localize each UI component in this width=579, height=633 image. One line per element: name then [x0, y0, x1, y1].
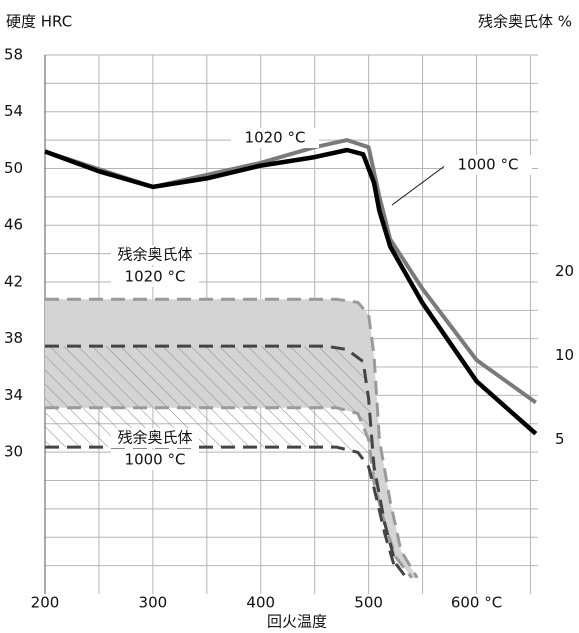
annotation: 残余奥氏体 — [117, 429, 192, 447]
band-fill — [45, 346, 407, 578]
y-tick-label: 34 — [4, 386, 23, 404]
annotation: 1000 °C — [125, 451, 186, 469]
y2-axis-label: 残余奥氏体 % — [478, 13, 572, 31]
y-tick-label: 46 — [4, 216, 23, 234]
x-tick-label: 200 — [31, 594, 60, 612]
annotation: 1020 °C — [125, 268, 186, 286]
y-axis-label: 硬度 HRC — [6, 13, 72, 31]
y-tick-label: 50 — [4, 159, 23, 177]
y2-tick-label: 20 — [555, 262, 574, 280]
label-bg — [111, 245, 199, 265]
hardness-line — [44, 147, 538, 436]
austenite-line — [45, 297, 419, 579]
x-tick-label: 500 — [354, 594, 383, 612]
x-axis-label: 回火温度 — [267, 613, 327, 631]
label-bg — [111, 428, 199, 448]
y2-tick-label: 5 — [555, 430, 565, 448]
label-bg — [111, 267, 199, 287]
label-bg — [111, 450, 199, 470]
x-tick-label: 300 — [139, 594, 168, 612]
y-tick-label: 30 — [4, 443, 23, 461]
label-bg — [231, 128, 319, 148]
annotation: 1020 °C — [245, 129, 306, 147]
y-tick-label: 58 — [4, 46, 23, 64]
austenite-line — [45, 445, 398, 571]
leader-line — [391, 164, 447, 206]
y-tick-label: 54 — [4, 102, 23, 120]
hardness-line — [44, 138, 537, 405]
label-bg — [444, 155, 532, 175]
x-tick-label: 400 — [246, 594, 275, 612]
annotation: 残余奥氏体 — [117, 246, 192, 264]
austenite-line — [45, 344, 408, 579]
x-tick-label: 600 °C — [451, 594, 502, 612]
y-tick-label: 42 — [4, 272, 23, 290]
y-tick-label: 38 — [4, 329, 23, 347]
annotation: 1000 °C — [458, 156, 519, 174]
y2-tick-label: 10 — [555, 346, 574, 364]
austenite-line — [45, 406, 413, 579]
